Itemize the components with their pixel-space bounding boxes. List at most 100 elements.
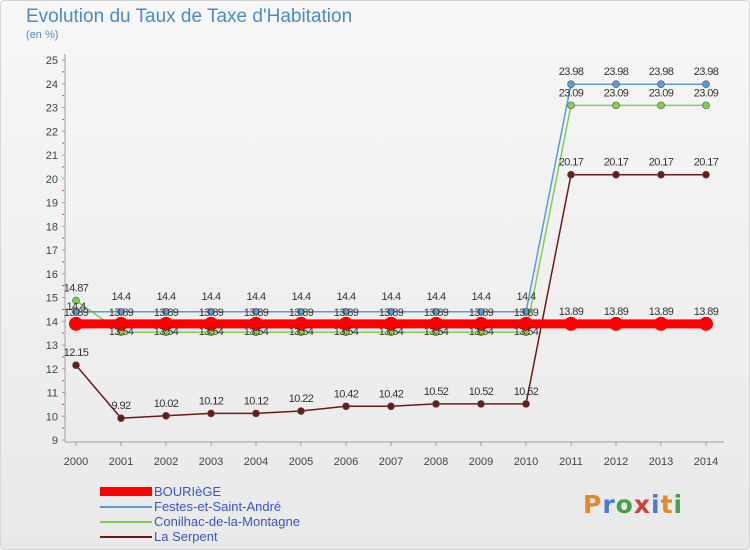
data-label-2: 23.09 [559, 87, 584, 99]
data-label-2: 13.54 [154, 326, 179, 338]
series-point-1 [612, 80, 620, 89]
x-tick-label: 2011 [559, 456, 583, 468]
data-label-3: 10.22 [289, 393, 314, 405]
data-label-0: 13.89 [199, 307, 224, 319]
data-label-2: 23.09 [694, 87, 719, 99]
series-point-3 [207, 409, 215, 418]
data-label-0: 13.89 [334, 307, 359, 319]
data-label-1: 23.98 [604, 66, 629, 78]
data-label-0: 13.89 [244, 307, 269, 319]
legend-swatch-conilhac [100, 521, 152, 523]
data-label-3: 20.17 [694, 157, 719, 169]
legend-swatch-bouriege [100, 487, 152, 496]
series-point-3 [72, 361, 80, 369]
data-label-0: 13.89 [154, 307, 179, 319]
data-label-2: 23.09 [649, 87, 674, 99]
series-point-3 [387, 402, 395, 411]
y-tick-label: 22 [46, 126, 58, 138]
legend-label-bouriege: BOURIèGE [154, 484, 222, 499]
data-label-1: 14.4 [66, 301, 85, 313]
data-label-0: 13.89 [604, 306, 629, 318]
x-tick-label: 2003 [199, 456, 223, 468]
y-tick-label: 12 [46, 364, 58, 376]
series-point-0 [249, 316, 263, 331]
series-point-0 [654, 316, 668, 331]
x-tick-label: 2007 [379, 456, 403, 468]
series-point-0 [114, 316, 128, 331]
series-point-0 [564, 316, 578, 331]
series-point-1 [657, 80, 665, 89]
data-label-2: 13.54 [199, 326, 224, 338]
series-point-3 [252, 409, 260, 418]
x-tick-label: 2013 [649, 456, 673, 468]
y-tick-label: 14 [46, 316, 58, 328]
y-tick-label: 9 [52, 435, 58, 447]
x-tick-label: 2012 [604, 456, 628, 468]
data-label-1: 23.98 [694, 66, 719, 78]
x-tick-label: 2002 [154, 456, 178, 468]
legend-swatch-festes [100, 506, 152, 508]
series-point-1 [207, 307, 215, 316]
series-line-1 [76, 83, 706, 313]
y-tick-label: 18 [46, 221, 58, 233]
series-point-1 [477, 307, 485, 316]
x-tick-label: 2010 [514, 456, 538, 468]
data-label-0: 13.89 [559, 306, 584, 318]
data-label-0: 13.89 [379, 307, 404, 319]
data-label-3: 10.12 [244, 395, 269, 407]
series-point-3 [117, 414, 125, 422]
data-label-1: 23.98 [559, 66, 584, 78]
series-point-1 [702, 80, 710, 89]
legend-label-serpent: La Serpent [154, 529, 218, 544]
series-point-2 [567, 101, 575, 110]
data-label-0: 13.89 [469, 307, 494, 319]
data-label-0: 13.89 [109, 307, 134, 319]
series-point-2 [612, 101, 620, 110]
series-point-0 [159, 316, 173, 331]
data-label-1: 14.4 [381, 291, 400, 303]
series-point-1 [342, 307, 350, 316]
proxiti-logo: Proxiti [583, 490, 684, 519]
data-label-3: 20.17 [604, 157, 629, 169]
data-label-1: 14.4 [516, 291, 535, 303]
data-label-2: 13.54 [109, 326, 134, 338]
data-label-2: 13.54 [424, 326, 449, 338]
x-tick-label: 2000 [64, 456, 88, 468]
series-point-3 [477, 400, 485, 408]
legend-swatch-serpent [100, 536, 152, 538]
series-point-3 [567, 170, 575, 179]
data-label-0: 13.89 [64, 307, 89, 319]
series-point-2 [702, 101, 710, 110]
y-tick-label: 25 [46, 55, 58, 67]
chart-title: Evolution du Taux de Taxe d'Habitation [26, 6, 353, 27]
x-tick-label: 2014 [694, 456, 718, 468]
series-point-0 [204, 316, 218, 331]
y-tick-label: 23 [46, 103, 58, 115]
series-point-0 [474, 316, 488, 331]
y-tick-label: 20 [46, 174, 58, 186]
series-point-1 [297, 307, 305, 316]
x-tick-label: 2006 [334, 456, 358, 468]
data-label-3: 10.12 [199, 395, 224, 407]
data-label-3: 10.02 [154, 398, 179, 410]
y-tick-label: 11 [47, 388, 58, 400]
series-point-1 [252, 307, 260, 316]
data-label-2: 13.54 [334, 326, 359, 338]
y-tick-label: 21 [46, 150, 58, 162]
series-point-0 [699, 316, 713, 331]
series-point-1 [432, 307, 440, 316]
series-point-3 [342, 402, 350, 411]
data-label-0: 13.89 [514, 307, 539, 319]
data-label-0: 13.89 [694, 306, 719, 318]
data-label-2: 14.87 [64, 283, 89, 295]
series-point-0 [429, 316, 443, 331]
y-tick-label: 15 [46, 293, 58, 305]
series-point-1 [387, 307, 395, 316]
data-label-1: 14.4 [111, 291, 130, 303]
x-tick-label: 2001 [109, 456, 133, 468]
data-label-1: 14.4 [471, 291, 490, 303]
data-label-2: 13.54 [289, 326, 314, 338]
data-label-2: 13.54 [469, 326, 494, 338]
